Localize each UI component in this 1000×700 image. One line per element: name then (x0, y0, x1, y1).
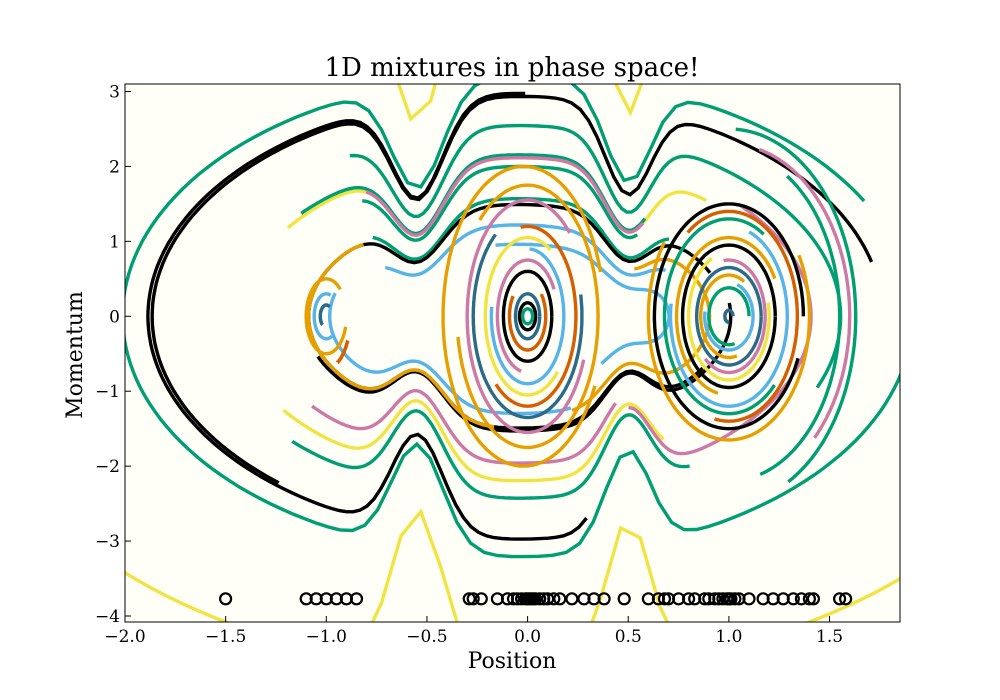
series-curve-35 (513, 292, 542, 341)
sample-point (838, 592, 853, 606)
sample-point (528, 592, 543, 606)
sample-point (806, 592, 821, 606)
x-axis-label: Position (468, 649, 557, 674)
series-curve-6 (291, 409, 690, 500)
series-curve-32 (495, 258, 556, 373)
y-tick-label: −1 (95, 382, 120, 402)
series-curve-4 (300, 153, 647, 236)
y-tick-label: 0 (109, 307, 120, 327)
series-curve-48 (699, 273, 746, 360)
sample-point (742, 592, 756, 606)
series-curve-17 (571, 257, 712, 412)
sample-point (786, 592, 800, 606)
sample-point (597, 592, 611, 606)
sample-point (547, 592, 561, 606)
sample-point (681, 592, 696, 606)
series-curve-3 (125, 84, 900, 559)
series-curve-18 (328, 292, 572, 416)
series-curve-25 (441, 164, 603, 468)
series-curve-22 (312, 292, 334, 341)
series-curve-50 (707, 286, 751, 347)
series-curve-49 (703, 283, 755, 352)
series-curve-43 (674, 235, 777, 395)
series-curve-30 (483, 235, 560, 397)
series-curve-31 (489, 247, 566, 386)
series-curve-44 (680, 243, 777, 390)
scatter-layer (219, 592, 853, 606)
sample-point (466, 592, 480, 606)
series-curve-0 (125, 84, 900, 622)
chart-title: 1D mixtures in phase space! (325, 53, 700, 83)
series-curve-46 (703, 258, 767, 375)
series-curve-42 (668, 230, 789, 408)
sample-point (724, 592, 738, 606)
sample-point (219, 592, 233, 606)
sample-point (474, 592, 488, 606)
series-curve-47 (695, 265, 763, 367)
x-tick-label: 1.0 (715, 627, 742, 647)
series-curve-51 (723, 308, 735, 324)
x-axis-ticks: −2.0 −1.5 −1.0 −0.5 0.0 0.5 1.0 1.5 (104, 616, 843, 647)
series-curve-24 (336, 339, 350, 364)
x-tick-label: −1.0 (306, 627, 347, 647)
series-curve-28 (471, 233, 584, 420)
series-curve-29 (494, 224, 578, 408)
sample-point (708, 592, 722, 606)
series-curve-34 (507, 293, 548, 352)
y-tick-label: 1 (109, 232, 120, 252)
series-curve-36 (517, 301, 538, 332)
y-tick-label: −2 (95, 457, 120, 477)
series-curve-26 (456, 183, 600, 450)
x-tick-label: −2.0 (104, 627, 145, 647)
series-curve-14 (311, 389, 618, 465)
series-curve-53 (758, 147, 852, 439)
sample-point (553, 592, 567, 606)
series-curve-39 (646, 241, 812, 442)
series-curve-5 (362, 164, 639, 242)
series-curve-8 (372, 197, 670, 261)
y-axis-label: Momentum (63, 291, 88, 419)
series-curve-9 (150, 94, 874, 485)
series-curve-16 (306, 242, 495, 429)
series-curve-10 (146, 91, 588, 541)
x-tick-label: −0.5 (406, 627, 447, 647)
sample-point (533, 592, 547, 606)
x-tick-label: 1.5 (816, 627, 843, 647)
series-curve-41 (662, 217, 776, 416)
series-curve-54 (735, 127, 858, 484)
series-curve-20 (495, 242, 671, 365)
plot-frame (124, 83, 901, 623)
series-curve-23 (318, 303, 331, 327)
curves-layer (125, 84, 900, 622)
y-tick-label: 3 (109, 82, 120, 102)
sample-point (657, 592, 672, 606)
y-tick-label: −3 (95, 532, 120, 552)
series-curve-33 (501, 269, 554, 363)
sample-point (349, 592, 364, 606)
series-curve-45 (686, 257, 771, 382)
sample-point (617, 592, 631, 606)
series-curve-21 (304, 277, 348, 356)
y-tick-label: −4 (95, 607, 120, 627)
series-curve-40 (686, 209, 799, 423)
series-curve-52 (759, 174, 842, 476)
x-tick-label: 0.0 (514, 627, 541, 647)
series-curve-13 (365, 156, 645, 237)
y-axis-ticks: 3 2 1 0 −1 −2 −3 −4 (95, 82, 131, 627)
series-curve-2 (282, 399, 665, 483)
series-curve-38 (652, 202, 806, 431)
sample-point (832, 592, 847, 606)
sample-point (802, 592, 817, 606)
series-curve-27 (465, 198, 586, 435)
x-tick-label: −1.5 (205, 627, 246, 647)
series-curve-37 (520, 307, 535, 326)
y-tick-label: 2 (109, 157, 120, 177)
sample-point (728, 592, 742, 606)
x-tick-label: 0.5 (615, 627, 642, 647)
